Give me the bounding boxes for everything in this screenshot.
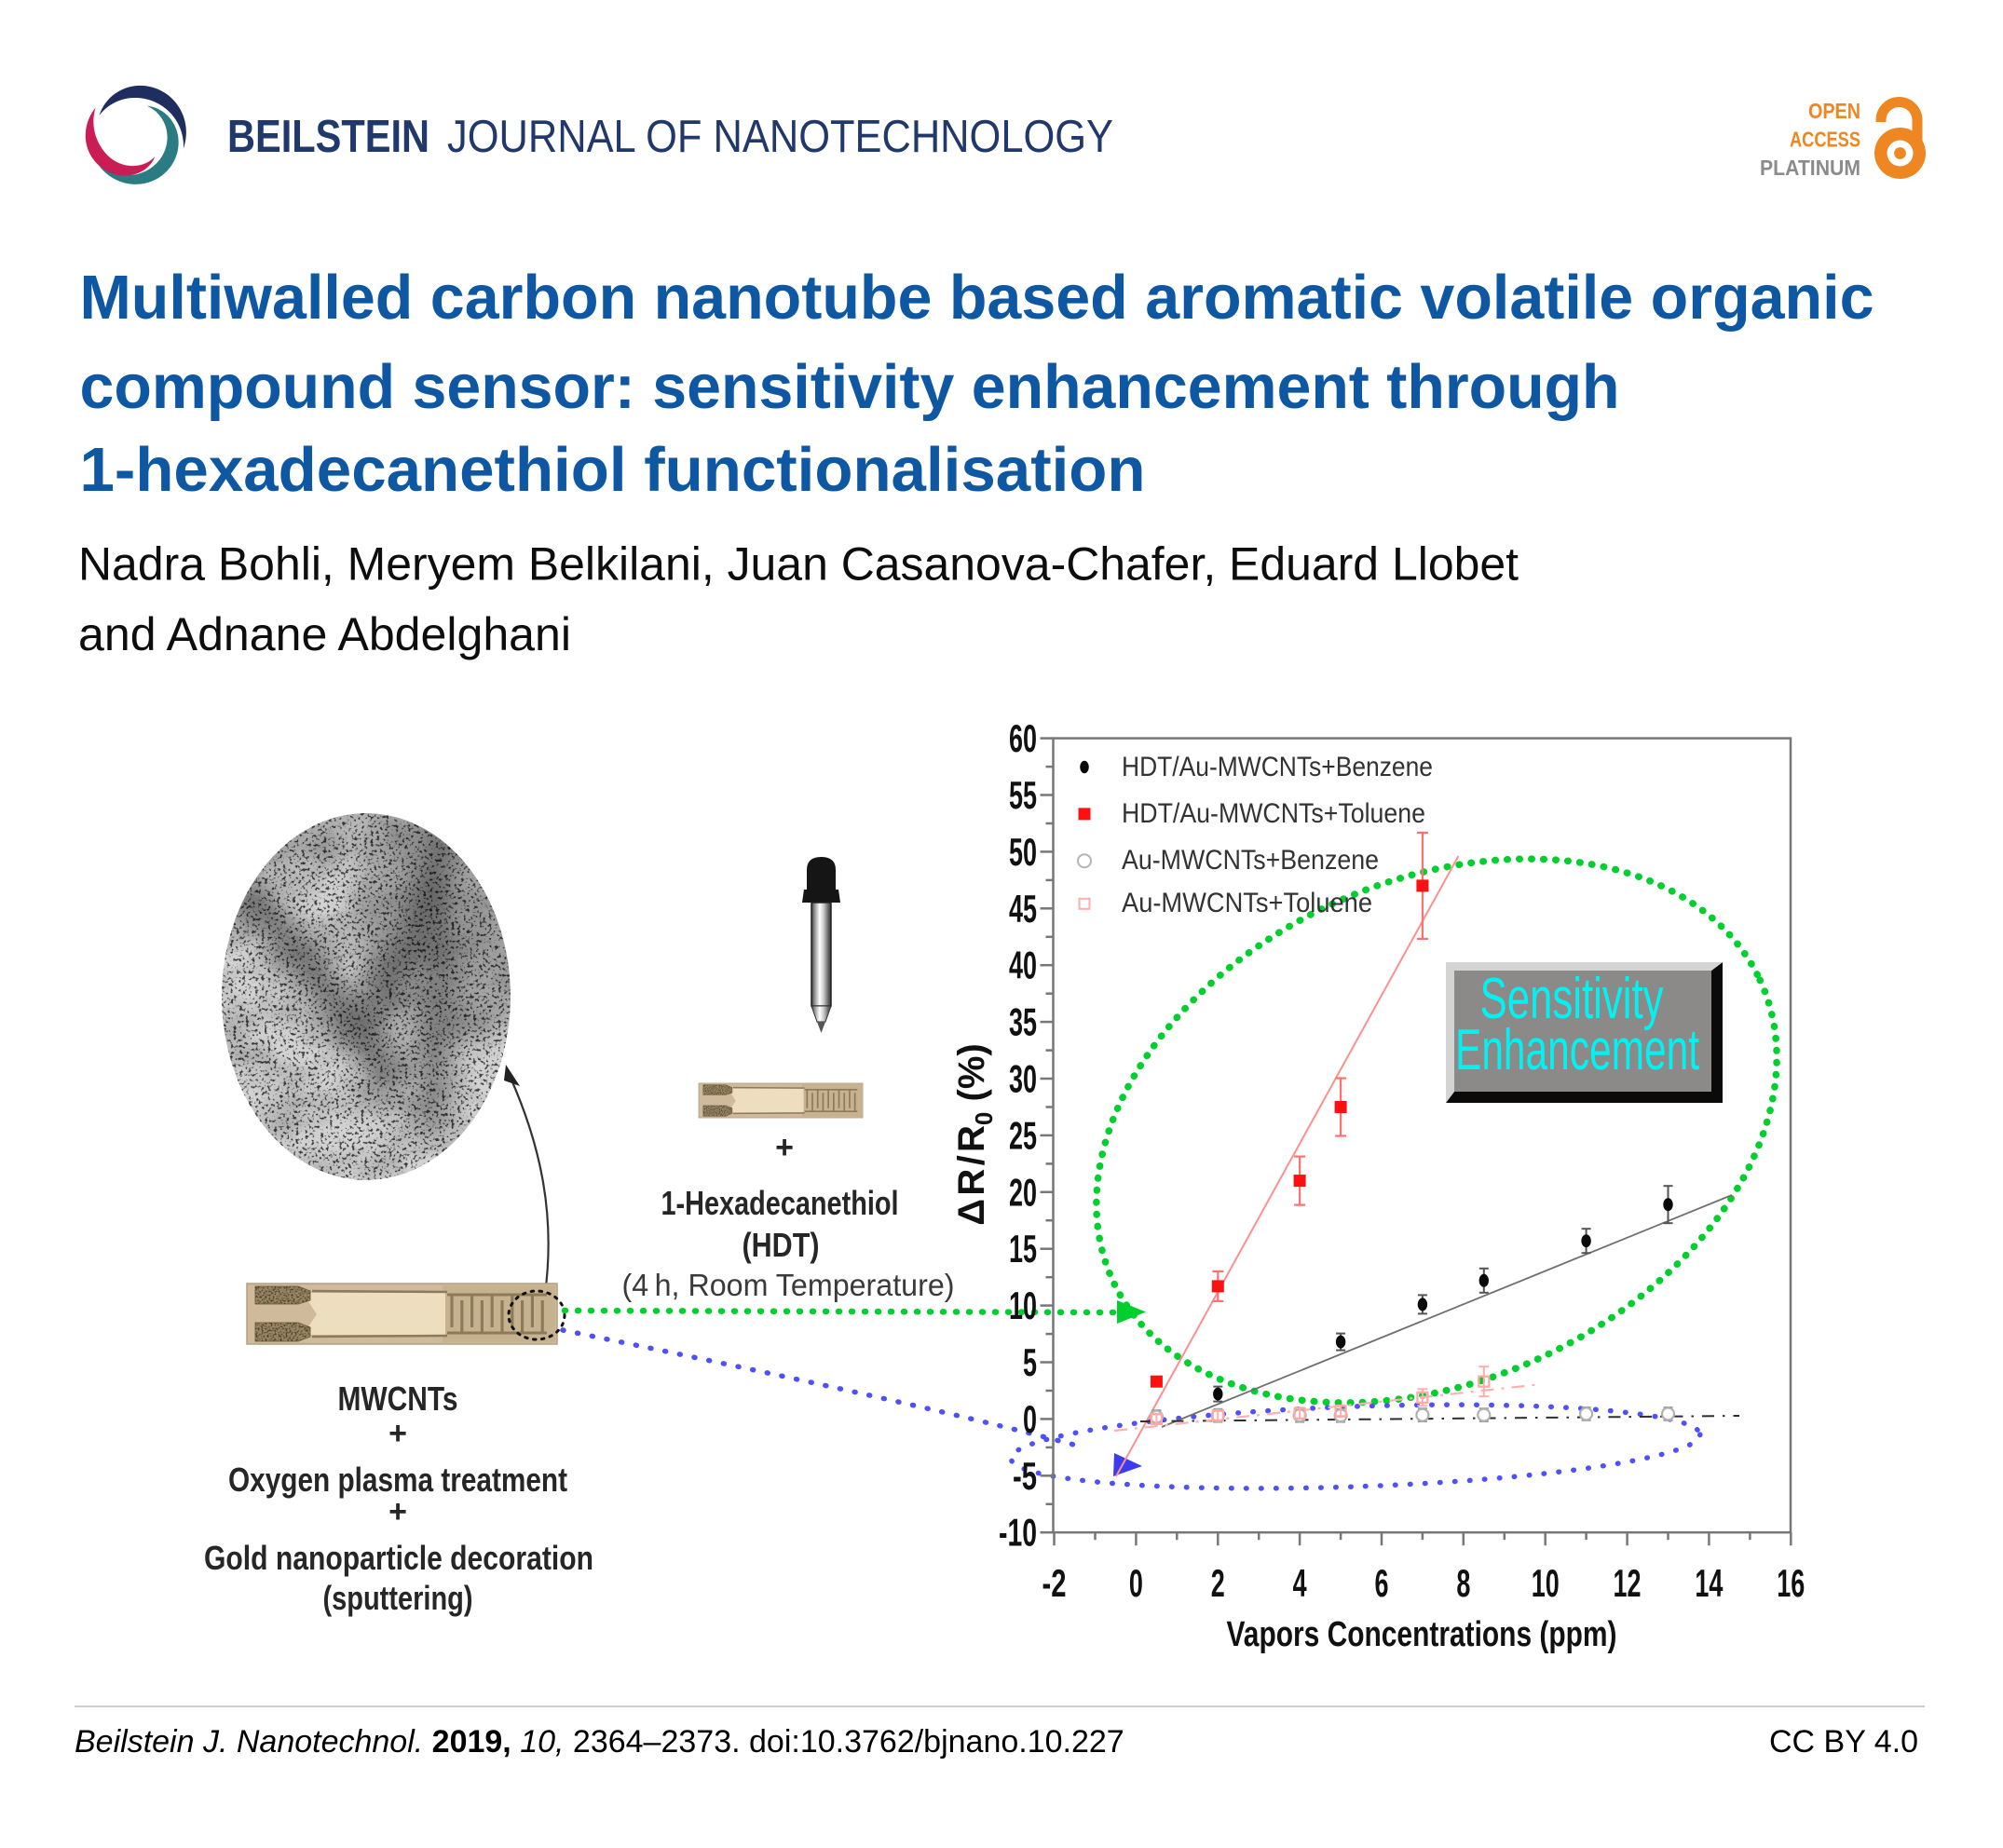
svg-text:CC BY 4.0: CC BY 4.0 [1769,1724,1918,1760]
svg-text:compound sensor: sensitivity e: compound sensor: sensitivity enhancement… [80,353,1620,422]
svg-text:(4 h, Room Temperature): (4 h, Room Temperature) [622,1268,955,1302]
svg-text:JOURNAL OF NANOTECHNOLOGY: JOURNAL OF NANOTECHNOLOGY [447,112,1113,162]
svg-text:0: 0 [1129,1561,1143,1605]
svg-text:Multiwalled carbon nanotube ba: Multiwalled carbon nanotube based aromat… [80,264,1874,333]
svg-text:60: 60 [1009,716,1037,760]
svg-text:+: + [388,1494,407,1529]
svg-text:Oxygen plasma treatment: Oxygen plasma treatment [228,1461,567,1499]
svg-text:Enhancement: Enhancement [1455,1018,1699,1082]
svg-text:0: 0 [1023,1397,1037,1441]
svg-text:BEILSTEIN: BEILSTEIN [227,112,429,162]
svg-text:45: 45 [1009,887,1037,931]
svg-text:30: 30 [1009,1057,1037,1101]
svg-text:and Adnane Abdelghani: and Adnane Abdelghani [78,608,571,660]
svg-text:OPEN: OPEN [1808,99,1860,123]
svg-text:40: 40 [1009,944,1037,987]
svg-text:+: + [775,1130,794,1165]
svg-text:8: 8 [1456,1561,1470,1605]
svg-text:10: 10 [1532,1561,1560,1605]
svg-text:16: 16 [1777,1561,1805,1605]
svg-text:55: 55 [1009,773,1037,817]
svg-text:10: 10 [1009,1284,1037,1327]
svg-text:MWCNTs: MWCNTs [338,1379,458,1418]
svg-text:6: 6 [1374,1561,1388,1605]
svg-text:(sputtering): (sputtering) [323,1579,473,1617]
svg-text:35: 35 [1009,1000,1037,1044]
svg-text:50: 50 [1009,830,1037,874]
svg-text:1-hexadecanethiol functionalis: 1-hexadecanethiol functionalisation [80,436,1146,505]
svg-text:Δ R / R0 (%): Δ R / R0 (%) [951,1043,998,1225]
svg-text:-10: -10 [999,1511,1037,1555]
svg-text:HDT/Au-MWCNTs+Benzene: HDT/Au-MWCNTs+Benzene [1122,752,1433,782]
svg-text:Nadra Bohli, Meryem Belkilani,: Nadra Bohli, Meryem Belkilani, Juan Casa… [78,538,1519,591]
svg-text:PLATINUM: PLATINUM [1760,156,1860,180]
svg-text:5: 5 [1023,1340,1037,1384]
svg-text:Au-MWCNTs+Toluene: Au-MWCNTs+Toluene [1122,888,1372,918]
svg-text:-2: -2 [1042,1561,1067,1605]
svg-text:Vapors Concentrations (ppm): Vapors Concentrations (ppm) [1227,1615,1617,1654]
svg-text:1-Hexadecanethiol: 1-Hexadecanethiol [661,1184,899,1222]
svg-text:(HDT): (HDT) [743,1226,820,1264]
svg-text:20: 20 [1009,1170,1037,1214]
svg-text:Au-MWCNTs+Benzene: Au-MWCNTs+Benzene [1122,845,1379,876]
svg-text:Gold nanoparticle decoration: Gold nanoparticle decoration [204,1539,593,1577]
svg-text:-5: -5 [1013,1454,1037,1498]
svg-text:25: 25 [1009,1113,1037,1157]
svg-text:+: + [388,1416,407,1451]
svg-text:Sensitivity: Sensitivity [1480,967,1664,1031]
svg-text:ACCESS: ACCESS [1790,128,1860,152]
svg-text:15: 15 [1009,1227,1037,1270]
svg-text:12: 12 [1614,1561,1642,1605]
svg-text:14: 14 [1695,1561,1723,1605]
svg-text:HDT/Au-MWCNTs+Toluene: HDT/Au-MWCNTs+Toluene [1122,798,1425,829]
svg-text:2: 2 [1211,1561,1225,1605]
svg-text:Beilstein J. Nanotechnol. 2019: Beilstein J. Nanotechnol. 2019, 10, 2364… [75,1724,1124,1760]
svg-text:4: 4 [1293,1561,1307,1605]
